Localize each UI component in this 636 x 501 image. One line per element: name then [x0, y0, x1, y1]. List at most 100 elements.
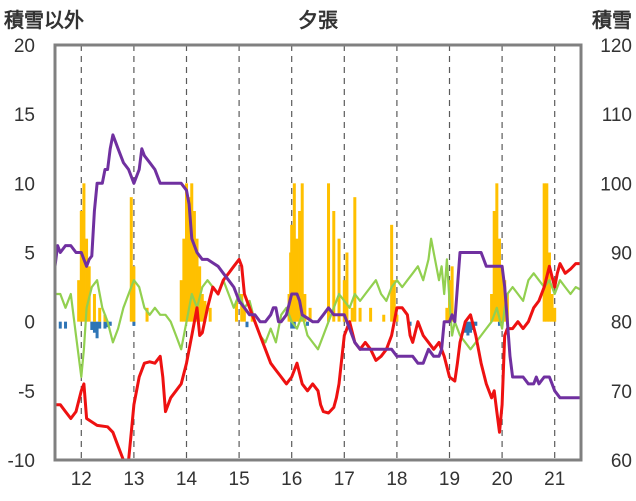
precip-bar-20: [203, 300, 207, 322]
precip-bar-42: [358, 307, 362, 322]
y-left-tick-6: -10: [8, 451, 35, 472]
precip-bar-32: [300, 183, 304, 322]
negative-bar-20: [497, 321, 501, 326]
precip-bar-56: [500, 266, 504, 322]
negative-bar-3: [92, 321, 96, 333]
x-tick-12: 12: [71, 469, 92, 490]
precip-bar-50: [450, 266, 454, 322]
precip-bar-13: [185, 183, 188, 322]
precip-bar-11: [179, 280, 183, 322]
x-ticks: 12 13 14 15 16 17 18 19 20 21: [71, 469, 566, 490]
negative-bar-4: [95, 321, 99, 339]
negative-bar-13: [305, 321, 309, 326]
precip-bar-24: [242, 307, 246, 322]
precip-bar-15: [190, 183, 194, 322]
precip-bar-19: [200, 294, 204, 322]
precip-bar-3: [85, 238, 89, 322]
precip-bar-37: [337, 238, 341, 322]
precip-bar-36: [332, 211, 336, 322]
precip-bar-6: [98, 307, 102, 322]
y-right-tick-3: 90: [611, 244, 632, 265]
precip-bar-59: [542, 183, 546, 322]
precip-bar-0: [77, 280, 81, 322]
negative-bar-10: [245, 321, 249, 328]
precip-bar-28: [290, 224, 294, 322]
y-left-tick-3: 5: [24, 244, 35, 265]
y-left-tick-0: 20: [14, 36, 35, 57]
negative-bar-0: [58, 321, 62, 329]
precip-bar-62: [550, 294, 554, 322]
precip-bar-48: [445, 307, 449, 322]
y-right-tick-6: 60: [611, 451, 632, 472]
precip-bar-7: [103, 314, 107, 322]
x-tick-16: 16: [281, 469, 302, 490]
precip-bar-8: [129, 197, 133, 322]
precip-bar-35: [327, 183, 331, 322]
negative-bar-11: [290, 321, 294, 329]
negative-bar-16: [466, 321, 470, 336]
precip-bar-43: [369, 307, 373, 322]
negative-bar-1: [64, 321, 68, 329]
negative-bar-2: [90, 321, 94, 330]
precip-bar-46: [392, 280, 396, 322]
negative-bar-17: [469, 321, 473, 333]
precip-bar-23: [240, 294, 244, 322]
x-tick-15: 15: [229, 469, 250, 490]
y-right-tick-0: 120: [600, 36, 632, 57]
precip-bar-44: [382, 314, 386, 322]
x-tick-14: 14: [176, 469, 198, 490]
precip-bar-9: [132, 266, 136, 322]
precip-bar-34: [308, 307, 312, 322]
precip-bar-41: [353, 197, 357, 322]
y-left-tick-1: 15: [14, 105, 35, 126]
red-series-line: [55, 257, 581, 462]
precip-bar-45: [390, 224, 394, 322]
y-right-tick-2: 100: [600, 174, 632, 195]
precip-bar-2: [82, 183, 86, 322]
precip-bar-22: [234, 300, 238, 322]
precip-bar-16: [192, 211, 196, 322]
precip-bar-17: [195, 238, 199, 322]
precip-bar-12: [182, 238, 186, 322]
precip-bar-60: [545, 183, 549, 322]
green-series-line: [55, 237, 582, 379]
x-tick-17: 17: [334, 469, 355, 490]
negative-bar-19: [474, 321, 478, 326]
precip-bar-63: [553, 307, 557, 322]
x-tick-18: 18: [386, 469, 407, 490]
x-tick-21: 21: [544, 469, 565, 490]
precip-bar-31: [298, 211, 302, 322]
right-axis-label: 積雪: [592, 8, 632, 32]
precip-bar-61: [547, 252, 551, 322]
x-tick-13: 13: [123, 469, 144, 490]
precip-bar-5: [92, 294, 96, 322]
precip-bar-21: [208, 307, 212, 322]
negative-bar-9: [132, 321, 136, 326]
left-y-ticks: 20 15 10 5 0 -5 -10: [8, 36, 35, 472]
negative-bar-5: [98, 321, 102, 329]
precip-bar-40: [350, 307, 354, 322]
left-axis-label: 積雪以外: [4, 8, 84, 32]
y-left-tick-2: 10: [14, 174, 35, 195]
y-right-tick-5: 70: [611, 382, 632, 403]
precip-bar-54: [495, 183, 499, 322]
precip-bar-47: [395, 314, 399, 322]
y-left-tick-5: -5: [18, 382, 35, 403]
precip-bar-10: [145, 307, 149, 322]
chart-title: 夕張: [298, 8, 339, 32]
purple-series-line: [53, 133, 581, 400]
precip-bar-30: [295, 238, 299, 322]
y-left-tick-4: 0: [24, 313, 35, 334]
right-y-ticks: 120 110 100 90 80 70 60: [600, 36, 632, 472]
precip-bar-1: [79, 211, 83, 322]
precip-bar-55: [497, 238, 501, 322]
precip-bar-39: [345, 252, 349, 322]
y-right-tick-4: 80: [611, 313, 632, 334]
plot-frame: [53, 43, 583, 462]
x-tick-19: 19: [439, 469, 460, 490]
precip-bar-14: [187, 197, 191, 322]
precip-bar-33: [303, 294, 307, 322]
precip-bar-29: [292, 183, 296, 322]
negative-bar-8: [108, 321, 112, 326]
